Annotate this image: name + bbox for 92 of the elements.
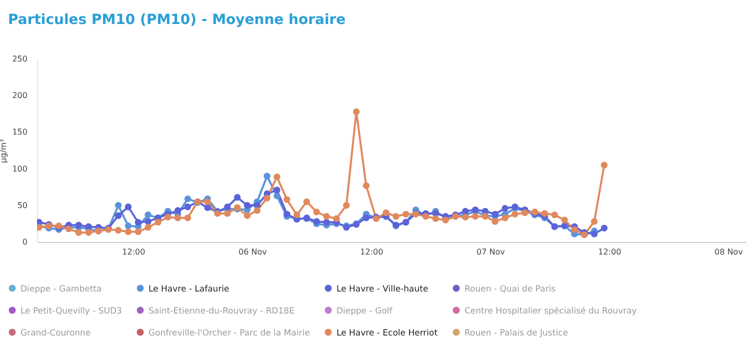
point xyxy=(244,212,251,219)
point xyxy=(492,210,498,218)
point xyxy=(432,215,439,222)
point xyxy=(502,204,508,212)
point xyxy=(234,194,241,201)
point xyxy=(124,204,132,210)
x-tick-label: 07 Nov xyxy=(476,248,506,256)
y-tick-label: 250 xyxy=(12,54,28,64)
point xyxy=(313,218,320,225)
y-tick-label: 200 xyxy=(12,91,28,100)
point xyxy=(590,218,598,225)
point xyxy=(264,172,270,180)
y-tick-label: 150 xyxy=(12,128,28,137)
legend-label: Gonfreville-l'Orcher - Parc de la Mairie xyxy=(148,328,310,338)
point xyxy=(284,196,290,203)
point xyxy=(274,186,280,194)
point xyxy=(382,209,390,216)
legend-label: Rouen - Quai de Paris xyxy=(464,284,556,294)
x-tick-label: 12:00 xyxy=(598,248,622,256)
x-tick-label: 08 Nov xyxy=(714,248,744,256)
point xyxy=(254,207,260,214)
point xyxy=(144,218,152,225)
point xyxy=(174,214,182,222)
point xyxy=(392,213,400,220)
point xyxy=(362,182,370,189)
point xyxy=(313,208,320,216)
legend-label: Grand-Couronne xyxy=(20,328,91,338)
point xyxy=(204,204,211,211)
legend-label: Dieppe - Golf xyxy=(336,306,394,316)
point xyxy=(284,210,290,218)
point xyxy=(323,218,330,226)
point xyxy=(154,218,162,226)
point xyxy=(323,213,330,220)
point xyxy=(124,228,132,236)
legend-label: Centre Hospitalier spécialisé du Rouvray xyxy=(464,306,637,316)
point xyxy=(134,228,142,236)
point xyxy=(134,218,142,226)
legend-label: Le Havre - Ecole Herriot xyxy=(336,328,438,338)
point xyxy=(274,174,280,180)
legend-label: Le Havre - Ville-haute xyxy=(336,284,428,294)
legend-label: Saint-Etienne-du-Rouvray - RD18E xyxy=(148,306,294,316)
y-axis-title: µg/m³ xyxy=(0,139,8,163)
point xyxy=(164,214,172,220)
point xyxy=(114,212,122,219)
point xyxy=(293,212,300,218)
point xyxy=(402,210,410,218)
x-tick-label: 12:00 xyxy=(360,248,384,256)
point xyxy=(75,229,82,236)
point xyxy=(600,162,608,168)
point xyxy=(274,192,280,200)
legend-label: Le Petit-Quevilly - SUD3 xyxy=(20,306,122,316)
point xyxy=(492,218,498,225)
point xyxy=(85,229,92,236)
point xyxy=(204,198,211,206)
legend-label: Le Havre - Lafaurie xyxy=(148,284,230,294)
chart-title: Particules PM10 (PM10) - Moyenne horaire xyxy=(8,12,346,28)
point xyxy=(184,204,192,210)
point xyxy=(244,202,251,209)
x-tick-label: 06 Nov xyxy=(238,248,268,256)
point xyxy=(174,207,182,214)
point xyxy=(590,230,598,238)
y-tick-label: 100 xyxy=(12,164,28,174)
point xyxy=(75,222,82,229)
point xyxy=(502,214,508,222)
point xyxy=(144,224,152,231)
point xyxy=(472,213,479,220)
point xyxy=(184,195,192,202)
point xyxy=(264,194,270,202)
point xyxy=(85,223,92,230)
point xyxy=(551,212,558,218)
point xyxy=(571,226,578,233)
point xyxy=(343,202,350,209)
point xyxy=(124,222,132,230)
point xyxy=(541,210,548,217)
point xyxy=(512,210,518,218)
point xyxy=(362,214,370,222)
point xyxy=(600,224,608,232)
y-tick-label: 50 xyxy=(17,200,28,210)
legend-label: Rouen - Palais de Justice xyxy=(464,328,568,338)
point xyxy=(561,216,568,224)
point xyxy=(114,226,122,234)
legend-label: Dieppe - Gambetta xyxy=(20,284,102,294)
point xyxy=(462,208,469,215)
point xyxy=(184,214,192,222)
point xyxy=(144,212,152,218)
y-tick-label: 0 xyxy=(22,238,28,246)
point xyxy=(333,215,340,222)
point xyxy=(224,210,231,217)
point xyxy=(114,202,122,209)
point xyxy=(352,108,360,116)
point xyxy=(303,198,310,206)
x-tick-label: 12:00 xyxy=(122,248,146,256)
